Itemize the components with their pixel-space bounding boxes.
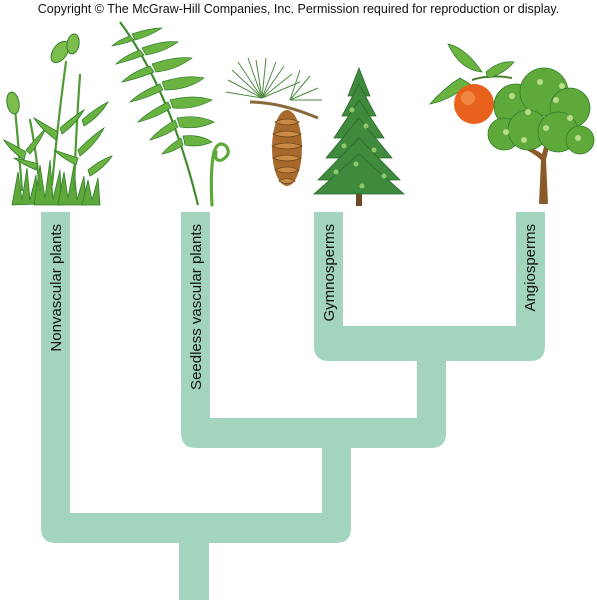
branch-seed-junction (314, 212, 545, 361)
label-nonvascular: Nonvascular plants (48, 224, 65, 352)
orange-icon (428, 43, 515, 124)
label-seedless-vascular: Seedless vascular plants (188, 224, 205, 390)
fern-icon (110, 21, 230, 207)
pine-cone-icon (225, 57, 322, 186)
branch-seedless-junction (181, 212, 446, 448)
orange-tree-icon (487, 67, 595, 204)
label-gymnosperms: Gymnosperms (321, 224, 338, 322)
label-angiosperms: Angiosperms (522, 224, 539, 312)
pine-tree-icon (312, 66, 406, 206)
copyright-notice: Copyright © The McGraw-Hill Companies, I… (37, 2, 560, 16)
tree-branches (41, 212, 545, 600)
moss-icon (2, 33, 113, 206)
